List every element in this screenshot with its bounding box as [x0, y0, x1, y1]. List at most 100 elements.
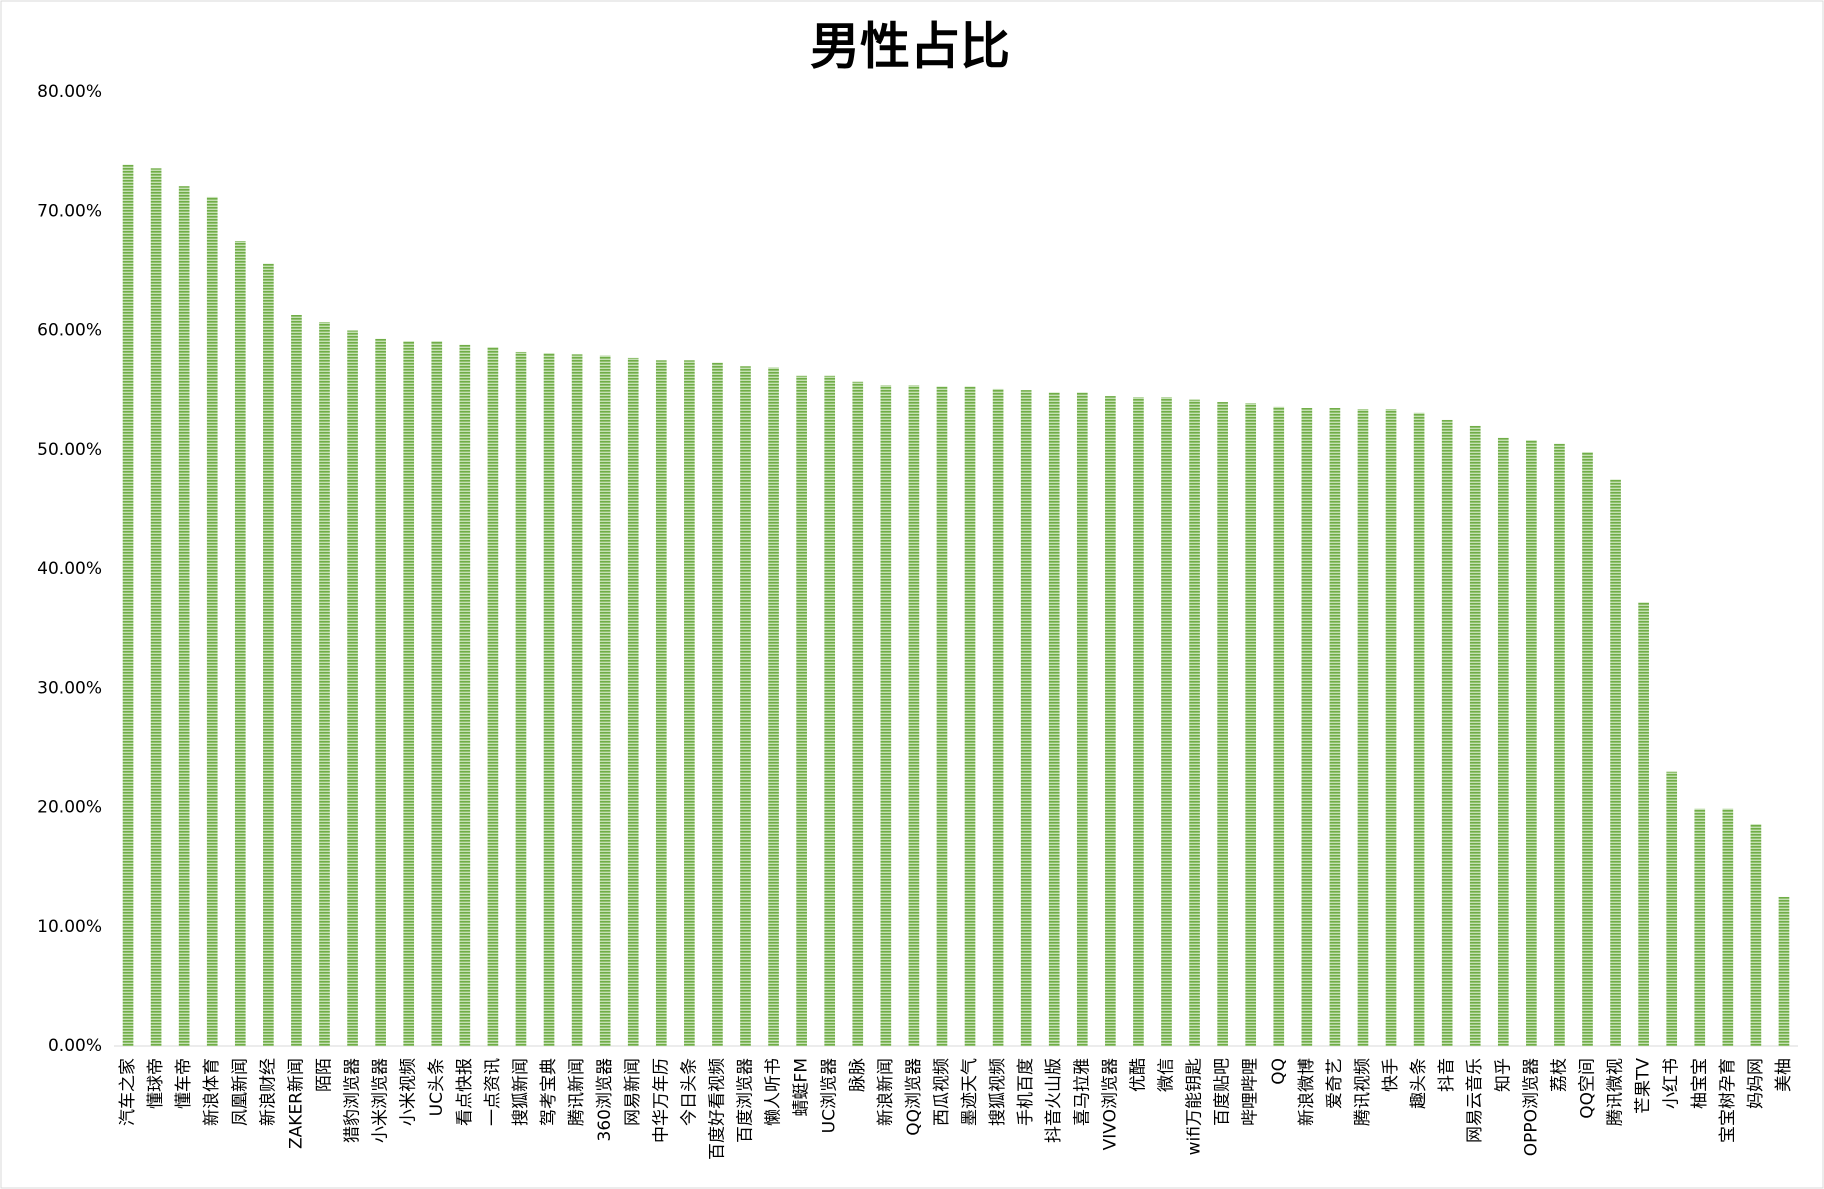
- bar: [1554, 443, 1565, 1047]
- bar: [347, 330, 358, 1046]
- bar: [403, 341, 415, 1046]
- x-tick-label: UC头条: [427, 1058, 447, 1116]
- x-tick-label: 懒人听书: [764, 1058, 784, 1126]
- x-tick-label: 驾考宝典: [539, 1058, 559, 1126]
- x-tick-label: 小米浏览器: [371, 1058, 391, 1143]
- bar: [1357, 409, 1369, 1047]
- bar: [992, 388, 1004, 1046]
- x-tick-label: 新浪财经: [258, 1058, 278, 1126]
- x-tick-label: 腾讯微视: [1606, 1058, 1626, 1126]
- x-tick-label: 抖音火山版: [1044, 1058, 1064, 1143]
- x-tick-label: 快手: [1381, 1058, 1401, 1092]
- x-tick-label: 荔枝: [1549, 1058, 1569, 1092]
- x-tick-label: 网易新闻: [623, 1058, 643, 1126]
- y-tick-label: 20.00%: [37, 798, 102, 818]
- y-tick-label: 40.00%: [37, 559, 102, 579]
- bar: [1301, 408, 1313, 1046]
- x-tick-label: 搜狐新闻: [511, 1058, 531, 1126]
- x-tick-label: 今日头条: [679, 1058, 699, 1126]
- bar: [1413, 412, 1425, 1047]
- x-tick-label: 趣头条: [1409, 1058, 1429, 1109]
- x-tick-label: 抖音: [1437, 1058, 1457, 1092]
- x-tick-label: VIVO浏览器: [1100, 1058, 1120, 1150]
- bar: [852, 381, 864, 1047]
- x-tick-label: QQ: [1269, 1058, 1289, 1085]
- bar: [1245, 403, 1257, 1046]
- x-tick-label: 柚宝宝: [1690, 1058, 1710, 1109]
- y-tick-label: 60.00%: [37, 321, 102, 341]
- x-tick-label: 知乎: [1493, 1058, 1513, 1092]
- bar: [627, 357, 639, 1046]
- x-tick-label: 腾讯新闻: [567, 1058, 587, 1126]
- x-tick-label: 360浏览器: [595, 1058, 615, 1141]
- y-tick-label: 50.00%: [37, 440, 102, 460]
- x-tick-label: UC浏览器: [820, 1058, 840, 1133]
- bar: [1526, 440, 1537, 1047]
- bar: [1778, 896, 1790, 1046]
- x-tick-label: 汽车之家: [118, 1058, 138, 1126]
- x-tick-label: 百度浏览器: [736, 1058, 756, 1143]
- x-tick-label: 懂车帝: [174, 1058, 194, 1109]
- y-tick-label: 10.00%: [37, 917, 102, 937]
- bar: [487, 347, 499, 1046]
- bar: [150, 168, 162, 1046]
- bar: [740, 366, 751, 1046]
- bar: [964, 386, 976, 1046]
- bar: [1329, 408, 1341, 1046]
- x-tick-label: 爱奇艺: [1325, 1058, 1345, 1109]
- bar: [1133, 397, 1144, 1046]
- bar: [1385, 409, 1397, 1047]
- x-tick-label: 新浪体育: [202, 1058, 222, 1126]
- bar: [880, 385, 892, 1047]
- bar: [1161, 397, 1172, 1046]
- bar: [936, 386, 948, 1046]
- bar: [431, 341, 443, 1046]
- x-tick-label: 陌陌: [315, 1058, 335, 1092]
- bar: [1020, 390, 1032, 1046]
- x-tick-label: 哔哩哔哩: [1241, 1058, 1261, 1126]
- x-tick-label: 凤凰新闻: [230, 1058, 250, 1126]
- x-tick-label: 猎豹浏览器: [343, 1058, 363, 1143]
- x-tick-label: 墨迹天气: [960, 1058, 980, 1126]
- x-tick-label: 懂球帝: [146, 1058, 166, 1109]
- bar: [1610, 479, 1621, 1046]
- bar: [319, 322, 330, 1047]
- bar: [1582, 452, 1593, 1046]
- x-tick-label: 宝宝树孕育: [1718, 1058, 1738, 1143]
- bar: [263, 263, 274, 1047]
- bar: [571, 354, 583, 1047]
- bar: [908, 385, 920, 1047]
- x-tick-label: 脉脉: [848, 1058, 868, 1092]
- x-tick-label: 搜狐视频: [988, 1058, 1008, 1126]
- y-tick-label: 30.00%: [37, 678, 102, 698]
- x-tick-label: ZAKER新闻: [286, 1058, 306, 1149]
- x-tick-label: 芒果TV: [1634, 1058, 1654, 1114]
- bar: [375, 338, 386, 1046]
- bar: [1750, 824, 1762, 1046]
- x-tick-label: 百度好看视频: [707, 1058, 727, 1160]
- x-tick-label: OPPO浏览器: [1521, 1058, 1541, 1156]
- x-tick-label: 小红书: [1662, 1058, 1682, 1109]
- bar: [1105, 396, 1116, 1046]
- bar: [1694, 808, 1706, 1046]
- bar: [122, 164, 134, 1046]
- bar: [684, 360, 695, 1046]
- x-tick-label: 优酷: [1128, 1058, 1148, 1092]
- x-tick-label: QQ空间: [1578, 1058, 1598, 1119]
- x-tick-label: 西瓜视频: [932, 1058, 952, 1126]
- x-tick-label: 美柚: [1774, 1058, 1794, 1092]
- x-tick-label: QQ浏览器: [904, 1058, 924, 1136]
- bar: [1497, 437, 1509, 1046]
- bar: [1048, 392, 1060, 1046]
- bar: [1189, 399, 1200, 1046]
- bar: [796, 375, 807, 1046]
- bar: [515, 351, 527, 1047]
- bar: [206, 196, 218, 1046]
- x-tick-label: 小米视频: [399, 1058, 419, 1126]
- x-tick-label: 中华万年历: [651, 1058, 671, 1143]
- bar: [599, 355, 611, 1047]
- bar: [178, 186, 190, 1046]
- y-tick-label: 80.00%: [37, 82, 102, 102]
- bar: [655, 360, 667, 1046]
- y-tick-label: 0.00%: [48, 1036, 102, 1056]
